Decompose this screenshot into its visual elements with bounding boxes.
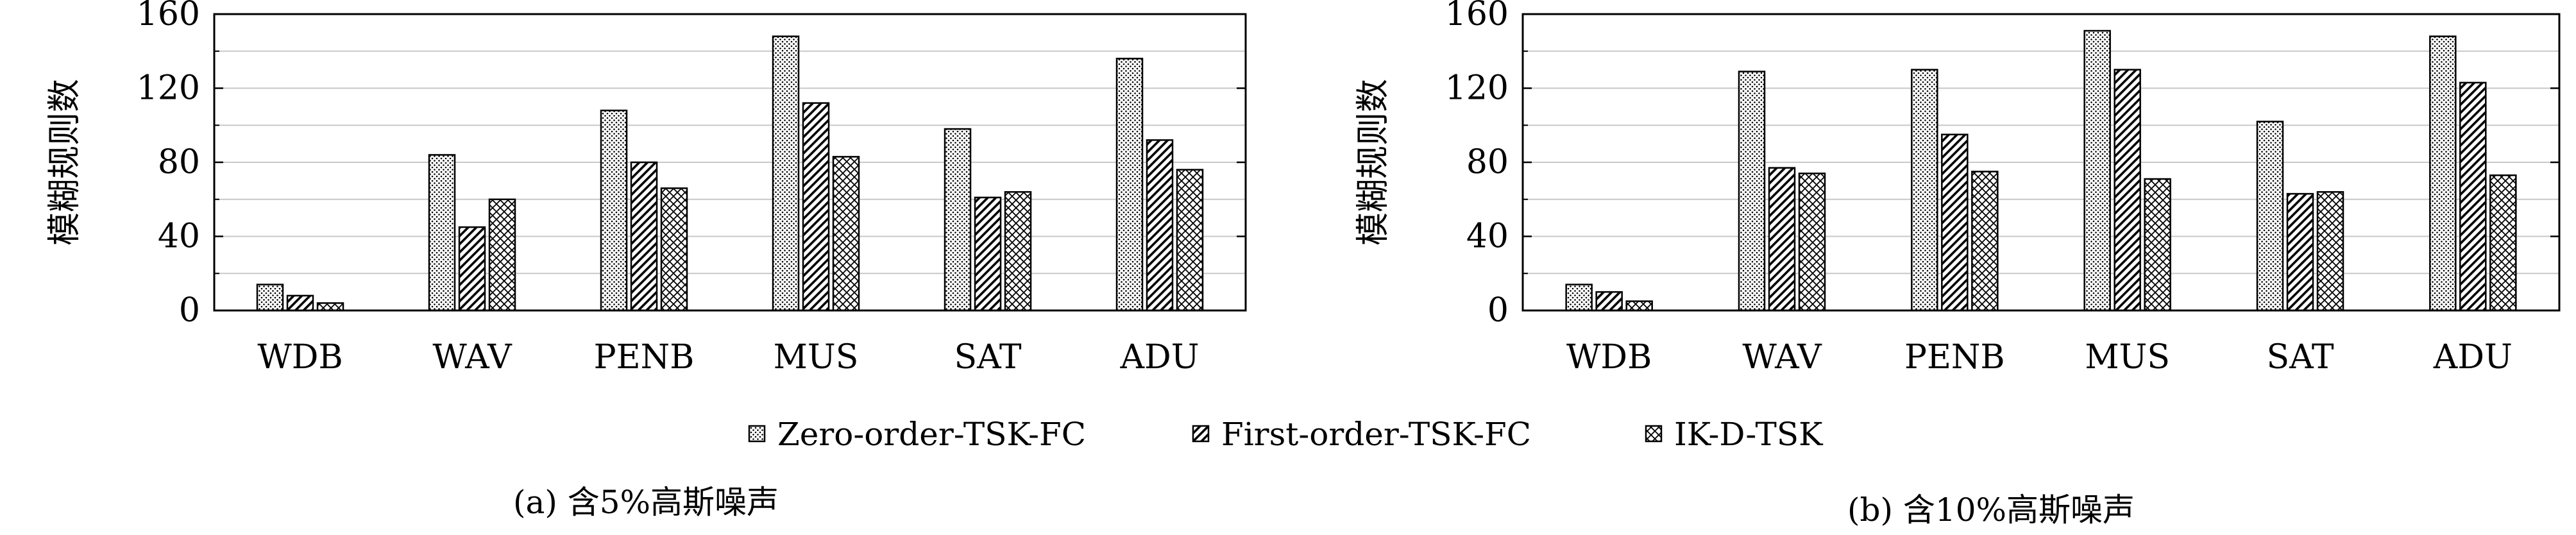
bar-a-wav-s1 bbox=[428, 154, 456, 312]
y-axis-label: 模糊规则数 bbox=[1354, 79, 1393, 246]
y-tick-label-120: 120 bbox=[1445, 69, 1509, 108]
caption-a: (a) 含5%高斯噪声 bbox=[513, 484, 779, 521]
bar-a-mus-s2 bbox=[802, 102, 830, 312]
legend-swatch-first-order bbox=[1192, 425, 1210, 443]
x-tick-label-wav: WAV bbox=[1742, 338, 1822, 377]
x-tick-label-wdb: WDB bbox=[257, 338, 343, 377]
x-tick-label-sat: SAT bbox=[954, 338, 1021, 377]
bar-a-sat-s3 bbox=[1004, 191, 1032, 312]
y-tick-label-160: 160 bbox=[137, 0, 200, 33]
bar-b-adu-s1 bbox=[2429, 35, 2457, 312]
bar-b-wav-s1 bbox=[1738, 71, 1766, 312]
bar-b-wav-s3 bbox=[1798, 173, 1826, 312]
bar-b-penb-s2 bbox=[1941, 133, 1969, 312]
bar-a-sat-s2 bbox=[974, 196, 1002, 312]
x-tick-label-penb: PENB bbox=[1904, 338, 2005, 377]
bar-a-penb-s3 bbox=[660, 187, 688, 312]
y-tick-label-40: 40 bbox=[158, 217, 200, 256]
bar-b-penb-s1 bbox=[1911, 69, 1938, 312]
bar-b-mus-s1 bbox=[2083, 30, 2111, 312]
x-tick-label-sat: SAT bbox=[2266, 338, 2334, 377]
chart-panel-a: 0 40 80 120 160 模糊规则数 WDB WAV PENB MUS SAT ADU bbox=[46, 0, 1247, 377]
bar-a-wdb-s2 bbox=[286, 294, 314, 312]
y-tick-label-80: 80 bbox=[158, 143, 200, 182]
legend-label-zero-order: Zero-order-TSK-FC bbox=[777, 416, 1086, 453]
legend-swatch-zero-order bbox=[748, 425, 766, 443]
y-tick-label-120: 120 bbox=[137, 69, 200, 108]
bar-a-adu-s2 bbox=[1146, 139, 1174, 312]
bar-b-sat-s1 bbox=[2256, 121, 2284, 312]
bar-b-wdb-s3 bbox=[1625, 300, 1653, 312]
y-tick-label-80: 80 bbox=[1466, 143, 1509, 182]
y-tick-label-40: 40 bbox=[1466, 217, 1509, 256]
bar-a-wdb-s3 bbox=[316, 302, 344, 312]
plot-frame bbox=[213, 13, 1247, 312]
legend-swatch-ik-d-tsk bbox=[1645, 425, 1663, 443]
bar-b-mus-s3 bbox=[2144, 178, 2171, 312]
bar-a-mus-s1 bbox=[772, 35, 800, 312]
bar-b-mus-s2 bbox=[2114, 69, 2141, 312]
x-tick-label-adu: ADU bbox=[2433, 338, 2512, 377]
bar-a-adu-s3 bbox=[1176, 169, 1204, 312]
bar-a-mus-s3 bbox=[832, 156, 860, 312]
bar-a-wav-s3 bbox=[488, 198, 516, 312]
bar-b-adu-s2 bbox=[2459, 81, 2487, 312]
bar-b-adu-s3 bbox=[2489, 174, 2517, 312]
legend: Zero-order-TSK-FC First-order-TSK-FC IK-… bbox=[748, 416, 1824, 453]
bar-b-wdb-s1 bbox=[1565, 284, 1593, 312]
x-tick-label-adu: ADU bbox=[1119, 338, 1199, 377]
bar-a-sat-s1 bbox=[944, 128, 972, 312]
bar-b-sat-s2 bbox=[2286, 192, 2314, 312]
x-tick-label-wav: WAV bbox=[432, 338, 513, 377]
plot-frame bbox=[1521, 13, 2561, 312]
legend-label-first-order: First-order-TSK-FC bbox=[1221, 416, 1531, 453]
bar-a-penb-s1 bbox=[600, 109, 628, 312]
bar-a-wdb-s1 bbox=[256, 284, 284, 312]
bar-a-wav-s2 bbox=[458, 226, 486, 312]
chart-panel-b: 0 40 80 120 160 模糊规则数 WDB WAV PENB MUS SAT ADU bbox=[1354, 0, 2561, 377]
caption-b: (b) 含10%高斯噪声 bbox=[1847, 491, 2135, 529]
legend-label-ik-d-tsk: IK-D-TSK bbox=[1674, 416, 1824, 453]
x-tick-label-penb: PENB bbox=[594, 338, 695, 377]
bar-b-penb-s3 bbox=[1971, 171, 1999, 312]
y-tick-label-160: 160 bbox=[1445, 0, 1509, 33]
x-tick-label-mus: MUS bbox=[2085, 338, 2170, 377]
bar-a-adu-s1 bbox=[1115, 58, 1144, 312]
x-tick-label-wdb: WDB bbox=[1566, 338, 1652, 377]
bar-b-sat-s3 bbox=[2316, 191, 2344, 312]
y-tick-label-0: 0 bbox=[179, 291, 200, 330]
x-tick-label-mus: MUS bbox=[774, 338, 859, 377]
bar-b-wdb-s2 bbox=[1595, 291, 1623, 312]
bar-a-penb-s2 bbox=[630, 161, 658, 312]
y-tick-label-0: 0 bbox=[1487, 291, 1509, 330]
y-axis-label: 模糊规则数 bbox=[46, 79, 84, 246]
bar-b-wav-s2 bbox=[1768, 167, 1796, 312]
